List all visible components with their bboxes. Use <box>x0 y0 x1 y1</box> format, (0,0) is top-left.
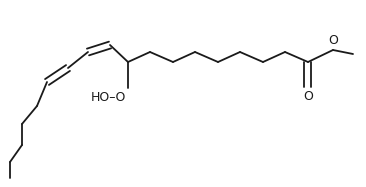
Text: HO–O: HO–O <box>91 91 126 104</box>
Text: O: O <box>328 34 338 47</box>
Text: O: O <box>303 90 313 103</box>
